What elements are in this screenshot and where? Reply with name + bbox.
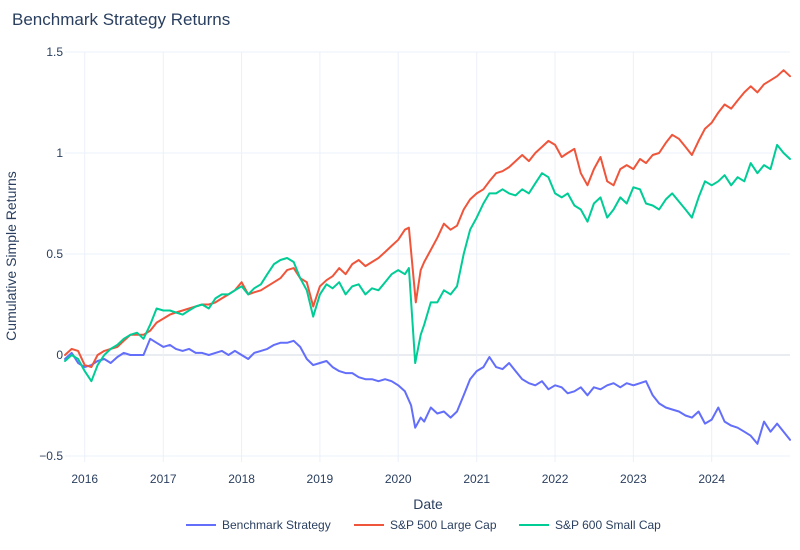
x-tick-label: 2017 [150,472,177,486]
y-tick-label: 1.5 [46,45,63,59]
grid [65,51,790,462]
y-axis-ticks: −0.5 0 0.5 1 1.5 [39,45,63,463]
legend-item[interactable]: S&P 500 Large Cap [354,518,497,532]
series-group [64,69,791,445]
x-tick-label: 2024 [698,472,725,486]
x-tick-label: 2018 [228,472,255,486]
series-line-2 [64,143,791,383]
x-axis-ticks: 2016 2017 2018 2019 2020 2021 2022 2023 2024 [71,472,725,486]
legend-label: S&P 600 Small Cap [555,518,661,532]
x-tick-label: 2021 [463,472,490,486]
x-axis-label: Date [413,496,443,512]
x-tick-label: 2022 [542,472,569,486]
series-line-0 [64,337,791,445]
legend-label: Benchmark Strategy [222,518,331,532]
y-tick-label: 0 [56,348,63,362]
x-tick-label: 2020 [385,472,412,486]
y-tick-label: 1 [56,146,63,160]
legend-item[interactable]: S&P 600 Small Cap [519,518,661,532]
y-tick-label: −0.5 [39,449,63,463]
x-tick-label: 2016 [71,472,98,486]
x-tick-label: 2019 [307,472,334,486]
x-tick-label: 2023 [620,472,647,486]
legend-label: S&P 500 Large Cap [390,518,497,532]
y-axis-label: Cumulative Simple Returns [3,171,19,341]
legend[interactable]: Benchmark Strategy S&P 500 Large Cap S&P 6… [186,518,661,532]
series-line-1 [64,69,791,369]
y-tick-label: 0.5 [46,247,63,261]
legend-item[interactable]: Benchmark Strategy [186,518,331,532]
chart-title: Benchmark Strategy Returns [12,10,230,29]
